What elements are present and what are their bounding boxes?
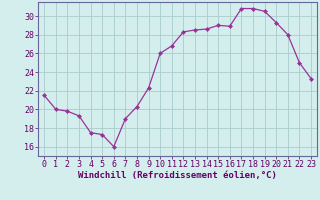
X-axis label: Windchill (Refroidissement éolien,°C): Windchill (Refroidissement éolien,°C) — [78, 171, 277, 180]
